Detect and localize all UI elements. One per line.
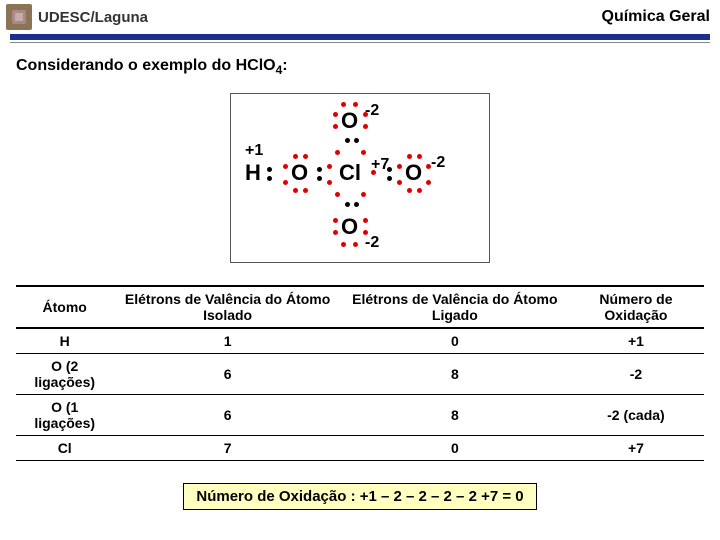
table-header-row: Átomo Elétrons de Valência do Átomo Isol… [16,286,704,328]
dot-icon [387,176,392,181]
atom-cl: Cl [339,160,361,186]
cell-isolated: 7 [113,436,341,461]
atom-o-right: O [405,160,422,186]
atom-o-left: O [291,160,308,186]
atom-o-bottom: O [341,214,358,240]
charge-plus1: +1 [245,142,263,160]
dot-icon [407,188,412,193]
dot-icon [354,202,359,207]
th-bonded: Elétrons de Valência do Átomo Ligado [342,286,568,328]
dot-icon [333,112,338,117]
course-title: Química Geral [602,8,711,26]
dot-icon [397,180,402,185]
dot-icon [303,188,308,193]
formula-wrap: Número de Oxidação : +1 – 2 – 2 – 2 – 2 … [16,483,704,510]
dot-icon [363,124,368,129]
cell-isolated: 6 [113,395,341,436]
dot-icon [335,192,340,197]
dot-icon [371,170,376,175]
diagram-wrap: H Cl O O O O +1 +7 -2 -2 -2 [16,93,704,263]
cell-bonded: 0 [342,436,568,461]
dot-icon [363,218,368,223]
dot-icon [317,167,322,172]
dot-icon [303,154,308,159]
table-row: O (2 ligações) 6 8 -2 [16,354,704,395]
dot-icon [354,138,359,143]
table-row: O (1 ligações) 6 8 -2 (cada) [16,395,704,436]
table-row: Cl 7 0 +7 [16,436,704,461]
charge-minus2-bottom: -2 [365,234,379,252]
dot-icon [267,167,272,172]
th-oxnum: Número de Oxidação [568,286,704,328]
atom-o-top: O [341,108,358,134]
dot-icon [333,230,338,235]
dot-icon [283,164,288,169]
logo-icon [6,4,32,30]
atom-h: H [245,160,261,186]
dot-icon [417,154,422,159]
dot-icon [345,202,350,207]
header: UDESC/Laguna Química Geral [0,0,720,32]
intro-colon: : [282,57,287,74]
header-rule-thick [10,34,710,40]
cell-ox: -2 (cada) [568,395,704,436]
dot-icon [353,242,358,247]
dot-icon [327,180,332,185]
cell-ox: -2 [568,354,704,395]
dot-icon [361,150,366,155]
dot-icon [317,176,322,181]
dot-icon [333,218,338,223]
dot-icon [333,124,338,129]
dot-icon [397,164,402,169]
dot-icon [345,138,350,143]
institution-name: UDESC/Laguna [38,9,148,26]
logo-area: UDESC/Laguna [6,4,148,30]
dot-icon [341,102,346,107]
cell-atom: O (2 ligações) [16,354,113,395]
intro-prefix: Considerando o exemplo do HClO [16,57,276,74]
charge-minus2-right: -2 [431,154,445,172]
dot-icon [361,192,366,197]
dot-icon [283,180,288,185]
cell-bonded: 0 [342,328,568,354]
dot-icon [267,176,272,181]
lewis-diagram: H Cl O O O O +1 +7 -2 -2 -2 [230,93,490,263]
dot-icon [353,102,358,107]
charge-minus2-top: -2 [365,102,379,120]
dot-icon [341,242,346,247]
cell-isolated: 1 [113,328,341,354]
dot-icon [335,150,340,155]
th-atom: Átomo [16,286,113,328]
table-row: H 1 0 +1 [16,328,704,354]
dot-icon [327,164,332,169]
content: Considerando o exemplo do HClO4: H Cl O … [0,43,720,518]
oxidation-formula: Número de Oxidação : +1 – 2 – 2 – 2 – 2 … [183,483,536,510]
cell-ox: +7 [568,436,704,461]
dot-icon [407,154,412,159]
intro-text: Considerando o exemplo do HClO4: [16,57,704,77]
dot-icon [293,188,298,193]
oxidation-table: Átomo Elétrons de Valência do Átomo Isol… [16,285,704,461]
cell-bonded: 8 [342,395,568,436]
cell-bonded: 8 [342,354,568,395]
cell-atom: H [16,328,113,354]
cell-isolated: 6 [113,354,341,395]
dot-icon [387,167,392,172]
th-isolated: Elétrons de Valência do Átomo Isolado [113,286,341,328]
dot-icon [426,180,431,185]
dot-icon [293,154,298,159]
cell-atom: Cl [16,436,113,461]
cell-atom: O (1 ligações) [16,395,113,436]
dot-icon [417,188,422,193]
cell-ox: +1 [568,328,704,354]
